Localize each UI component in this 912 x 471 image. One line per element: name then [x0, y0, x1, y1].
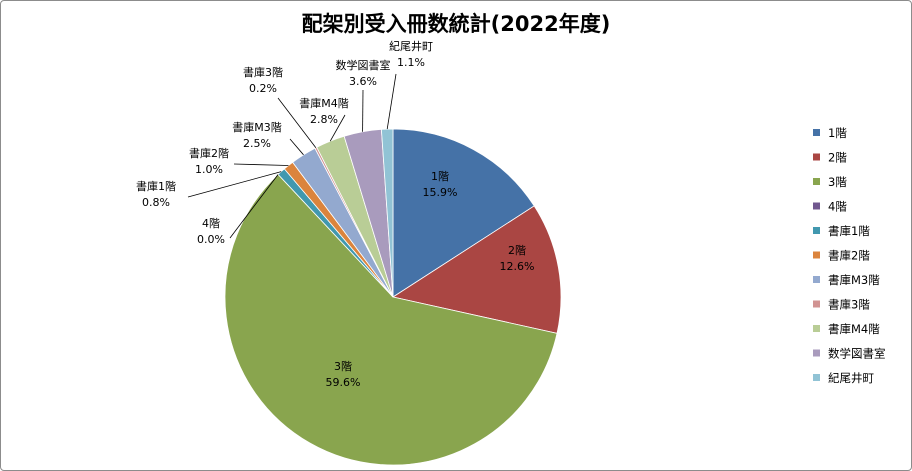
- pie-slice: [391, 205, 562, 334]
- data-label-category: 3階: [334, 359, 352, 373]
- data-label-category: 4階: [202, 216, 220, 230]
- data-label-percent: 2.8%: [310, 113, 338, 126]
- pie-slices: [224, 128, 562, 466]
- data-label-percent: 0.8%: [142, 196, 170, 209]
- legend-swatch: [813, 227, 820, 234]
- leader-line: [229, 174, 279, 239]
- data-label-percent: 3.6%: [349, 75, 377, 88]
- legend-swatch: [813, 251, 820, 259]
- legend-swatch: [813, 349, 820, 357]
- legend-label: 書庫3階: [828, 298, 870, 312]
- legend-label: 紀尾井町: [828, 371, 874, 385]
- leader-line: [187, 171, 282, 198]
- data-label-category: 書庫1階: [136, 179, 176, 193]
- legend-label: 4階: [828, 200, 847, 214]
- legend-swatch: [813, 178, 820, 185]
- data-label-category: 書庫M4階: [299, 96, 349, 110]
- data-label-category: 2階: [508, 243, 526, 257]
- legend-label: 3階: [828, 175, 847, 189]
- data-label-percent: 59.6%: [326, 376, 361, 389]
- data-label-percent: 1.1%: [397, 56, 425, 69]
- data-label-percent: 1.0%: [195, 163, 223, 176]
- legend-label: 書庫2階: [828, 249, 870, 263]
- legend-swatch: [813, 374, 820, 381]
- data-label-category: 書庫3階: [243, 65, 283, 79]
- data-label-percent: 2.5%: [243, 137, 271, 150]
- data-label-category: 書庫2階: [189, 146, 229, 160]
- leader-line: [329, 114, 346, 142]
- legend-label: 書庫M3階: [828, 273, 880, 287]
- data-labels: 1階 15.9% 2階 12.6% 3階 59.6% 4階 0.0% 書庫1階 0.8% 書庫2階 1…: [136, 39, 534, 389]
- legend-swatch: [813, 300, 820, 308]
- data-label-category: 1階: [431, 169, 449, 183]
- data-label-category: 紀尾井町: [389, 39, 433, 53]
- chart-title: 配架別受入冊数統計(2022年度): [302, 12, 611, 36]
- data-label-category: 数学図書室: [336, 58, 391, 72]
- data-label-percent: 0.2%: [249, 82, 277, 95]
- legend-swatch: [813, 202, 820, 210]
- data-label-percent: 15.9%: [423, 186, 458, 199]
- legend-label: 数学図書室: [828, 347, 886, 361]
- pie-slice: [392, 128, 535, 298]
- leader-line: [277, 97, 317, 149]
- legend-swatch: [813, 276, 820, 283]
- legend-label: 2階: [828, 151, 847, 165]
- legend-label: 1階: [828, 126, 847, 140]
- data-label-percent: 12.6%: [500, 260, 535, 273]
- pie-slice: [224, 173, 558, 466]
- data-label-percent: 0.0%: [197, 233, 225, 246]
- leader-lines: [187, 73, 397, 239]
- legend-swatch: [813, 129, 820, 136]
- legend-label: 書庫1階: [828, 224, 870, 238]
- legend-swatch: [813, 153, 820, 161]
- leader-line: [233, 163, 289, 166]
- data-label-category: 書庫M3階: [232, 120, 282, 134]
- legend-label: 書庫M4階: [828, 322, 880, 336]
- leader-line: [289, 138, 304, 156]
- legend-swatch: [813, 325, 820, 332]
- leader-line: [386, 73, 397, 130]
